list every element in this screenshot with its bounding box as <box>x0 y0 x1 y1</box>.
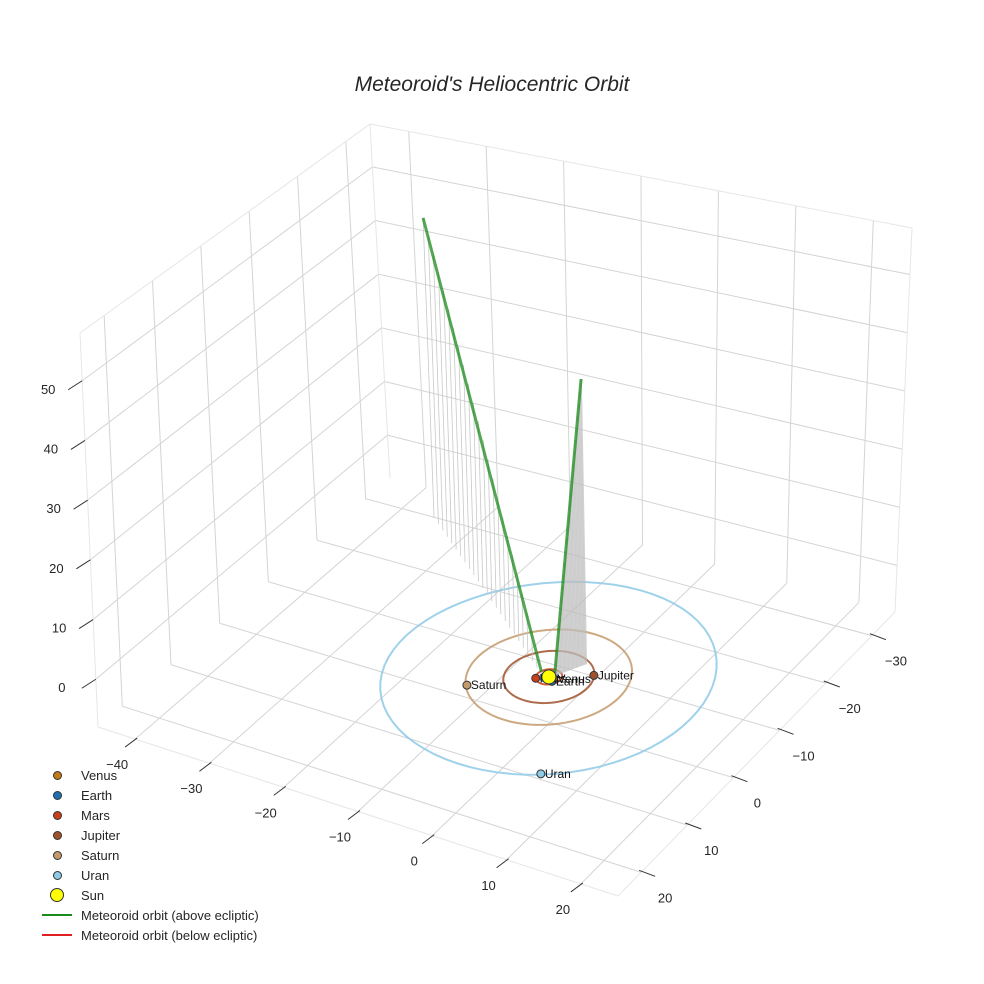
z-tick-label: 10 <box>52 621 66 636</box>
uran-label: Uran <box>545 767 571 781</box>
x-tick-label: 20 <box>556 902 570 917</box>
meteoroid-orbit-line <box>553 378 583 673</box>
z-tick-label: 40 <box>44 441 58 456</box>
z-tick-label: 30 <box>46 501 60 516</box>
x-tick-label: −40 <box>106 757 128 772</box>
legend-item[interactable]: Meteoroid orbit (below ecliptic) <box>40 925 259 945</box>
legend-label: Jupiter <box>81 827 121 843</box>
legend-label: Uran <box>81 867 110 883</box>
z-tick-label: 20 <box>49 561 63 576</box>
meteoroid-orbit-line <box>421 217 543 673</box>
x-tick-label: −10 <box>329 830 351 845</box>
legend-item[interactable]: Sun <box>40 885 259 905</box>
z-tick-label: 0 <box>58 680 65 695</box>
legend-item[interactable]: Mars <box>40 805 259 825</box>
z-tick-label: 50 <box>41 382 55 397</box>
x-tick-label: −20 <box>255 805 277 820</box>
saturn-marker-icon <box>40 845 74 865</box>
legend-item[interactable]: Saturn <box>40 845 259 865</box>
legend-label: Venus <box>81 767 118 783</box>
legend-label: Meteoroid orbit (above ecliptic) <box>81 907 259 923</box>
line-swatch-icon <box>40 905 74 925</box>
legend-item[interactable]: Uran <box>40 865 259 885</box>
x-tick-label: 10 <box>481 878 495 893</box>
y-tick-label: −10 <box>793 748 815 763</box>
legend-item[interactable]: Venus <box>40 765 259 785</box>
uran-marker[interactable] <box>536 769 546 779</box>
earth-label: Earth <box>556 674 585 688</box>
legend-label: Mars <box>81 807 110 823</box>
legend-item[interactable]: Meteoroid orbit (above ecliptic) <box>40 905 259 925</box>
y-tick-label: 20 <box>658 890 672 905</box>
jupiter-marker-icon <box>40 825 74 845</box>
uran-marker-icon <box>40 865 74 885</box>
jupiter-orbit <box>502 649 596 705</box>
sun-marker[interactable] <box>541 669 557 685</box>
saturn-label: Saturn <box>471 678 506 692</box>
legend-label: Earth <box>81 787 113 803</box>
y-tick-label: −30 <box>885 654 907 669</box>
saturn-orbit <box>464 628 633 726</box>
venus-marker-icon <box>40 765 74 785</box>
legend-item[interactable]: Earth <box>40 785 259 805</box>
jupiter-marker[interactable] <box>589 670 599 680</box>
legend-label: Saturn <box>81 847 120 863</box>
saturn-marker[interactable] <box>462 680 472 690</box>
venus-label: Venus <box>558 672 591 686</box>
y-tick-label: 0 <box>754 796 761 811</box>
x-tick-label: 0 <box>411 854 418 869</box>
legend-label: Sun <box>81 887 105 903</box>
legend: Venus Earth Mars Jupiter Saturn Uran Sun Meteor… <box>40 765 259 945</box>
y-tick-label: 10 <box>704 843 718 858</box>
sun-marker-icon <box>40 885 74 905</box>
earth-marker-icon <box>40 785 74 805</box>
y-tick-label: −20 <box>839 701 861 716</box>
legend-item[interactable]: Jupiter <box>40 825 259 845</box>
legend-label: Meteoroid orbit (below ecliptic) <box>81 927 258 943</box>
axis-ticks: −40 −30 −20 −10 0 10 20 −30 −20 −10 0 10 20 0 10 20 30 40… <box>41 380 907 917</box>
x-tick-label: −30 <box>180 781 202 796</box>
mars-marker-icon <box>40 805 74 825</box>
line-swatch-icon <box>40 925 74 945</box>
jupiter-label: Jupiter <box>598 668 634 682</box>
mars-marker[interactable] <box>531 673 541 683</box>
chart-title: Meteoroid's Heliocentric Orbit <box>354 73 630 96</box>
